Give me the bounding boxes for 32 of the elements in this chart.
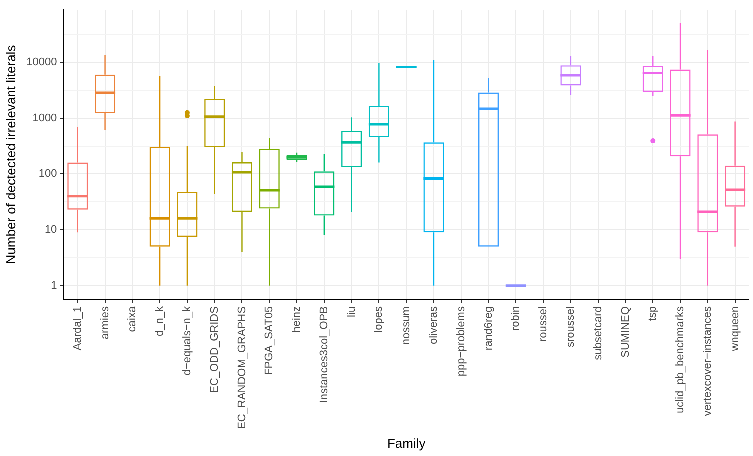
x-tick-label: d−equals−n_k — [181, 306, 194, 376]
x-axis-title: Family — [387, 436, 426, 451]
x-tick-label: EC_ODD_GRIDS — [208, 306, 221, 394]
x-tick-label: tsp — [647, 306, 660, 322]
x-tick-label: uclid_pb_benchmarks — [674, 306, 687, 414]
x-tick-label: oliveras — [428, 306, 440, 344]
x-tick-label: caixa — [126, 306, 139, 332]
y-tick-label: 10000 — [26, 56, 58, 69]
x-tick-label: nossum — [400, 306, 413, 346]
y-tick-label: 100 — [38, 168, 58, 180]
y-tick-label: 1000 — [32, 112, 58, 124]
y-tick-label: 1 — [51, 280, 58, 292]
x-tick-label: wnqueen — [729, 306, 742, 352]
x-tick-label: robin — [510, 306, 522, 332]
x-tick-label: rand6reg — [482, 306, 495, 351]
x-tick-label: roussel — [538, 306, 550, 342]
x-tick-label: armies — [99, 306, 112, 340]
x-tick-label: vertexcover−instances — [702, 306, 714, 416]
x-tick-label: heinz — [291, 306, 304, 333]
x-tick-label: SUMINEQ — [620, 306, 632, 358]
x-tick-label: Aardal_1 — [72, 306, 84, 351]
x-tick-label: d_n_k — [154, 306, 166, 337]
x-tick-label: subsetcard — [592, 306, 604, 360]
x-tick-label: ppp−problems — [455, 306, 468, 377]
x-tick-label: Instances3col_OPB — [318, 306, 330, 404]
x-tick-label: lopes — [373, 306, 386, 333]
x-tick-label: liu — [346, 306, 358, 318]
y-tick-label: 10 — [44, 224, 58, 236]
x-tick-label: EC_RANDOM_GRAPHS — [236, 306, 248, 430]
x-tick-label: FPGA_SAT05 — [264, 306, 276, 376]
x-tick-label: sroussel — [564, 306, 577, 348]
y-axis-title: Number of dectected irrelevant literals — [3, 44, 18, 264]
